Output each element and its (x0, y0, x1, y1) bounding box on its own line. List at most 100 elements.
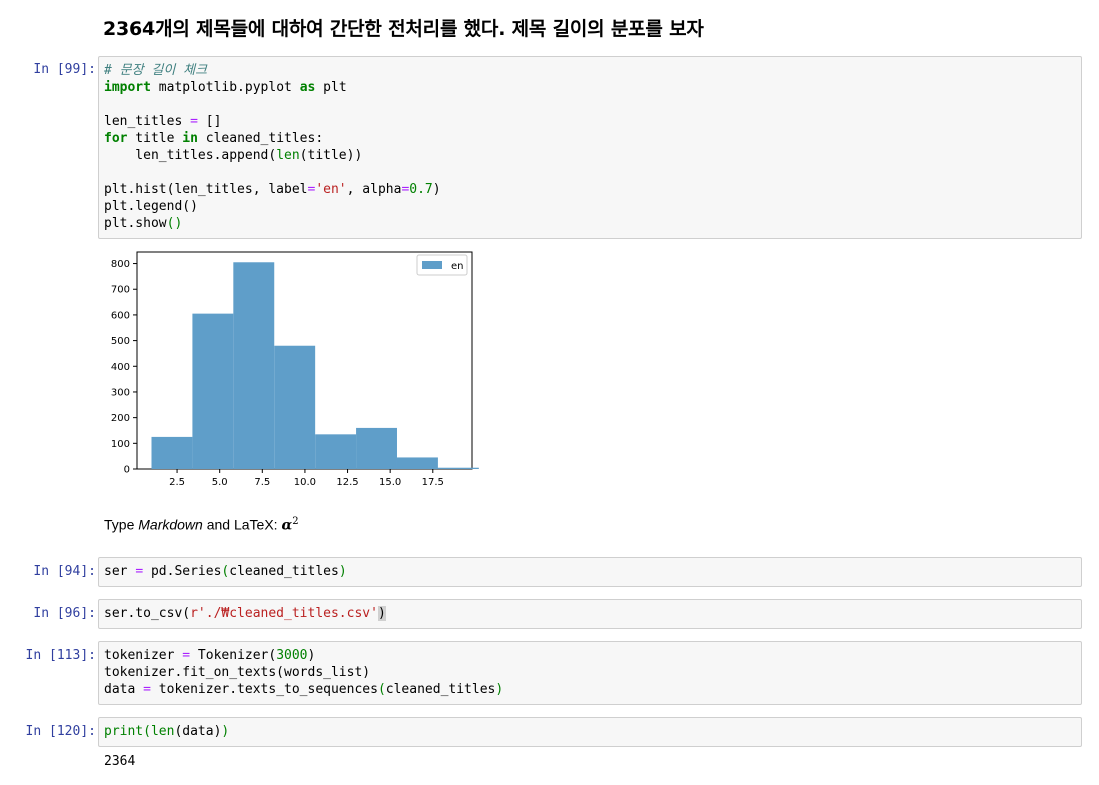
code-token: = (401, 182, 410, 197)
legend-label: en (451, 261, 464, 272)
code-line: ser.to_csv(r'./₩cleaned_titles.csv') (104, 605, 1076, 622)
code-token: Tokenizer( (190, 648, 277, 663)
markdown-middle: and LaTeX: (202, 516, 282, 533)
code-token: for (104, 131, 128, 146)
cell-prompt-94: In [94]: (33, 564, 96, 579)
code-token: 3000 (276, 648, 308, 663)
code-cell-120[interactable]: print(len(data)) (98, 717, 1082, 747)
code-token: matplotlib.pyplot (150, 80, 300, 95)
code-line: plt.hist(len_titles, label='en', alpha=0… (104, 181, 1076, 198)
cell-output: 2364 (104, 754, 136, 769)
code-token: ser (104, 564, 136, 579)
x-axis: 2.5 5.0 7.5 10.0 12.5 15.0 17.5 (169, 469, 444, 488)
code-line (104, 96, 1076, 113)
code-cell-96[interactable]: ser.to_csv(r'./₩cleaned_titles.csv') (98, 599, 1082, 629)
histogram-bar (437, 467, 479, 469)
markdown-heading: 2364개의 제목들에 대하여 간단한 전처리를 했다. 제목 길이의 분포를 … (103, 18, 704, 40)
code-token: # 문장 길이 체크 (104, 63, 208, 78)
markdown-cell[interactable]: Type Markdown and LaTeX: α2 (104, 516, 299, 534)
cell-prompt-113: In [113]: (25, 648, 96, 663)
histogram-chart: 0 100 200 300 400 500 600 700 800 2.5 5.0 7.5 10.0 1… (111, 251, 479, 488)
y-tick-label: 800 (111, 259, 130, 270)
y-axis: 0 100 200 300 400 500 600 700 800 (111, 259, 137, 476)
code-token: len_titles (104, 114, 191, 129)
code-line: ser = pd.Series(cleaned_titles) (104, 563, 1076, 580)
histogram-bar (274, 345, 316, 469)
code-token: = (143, 682, 151, 697)
code-token: ) (307, 648, 316, 663)
code-token: ( (143, 724, 151, 739)
code-token: data (104, 682, 144, 697)
y-tick-label: 400 (111, 362, 130, 373)
code-line (104, 164, 1076, 181)
code-token: len_titles.append( (104, 148, 277, 163)
x-tick-label: 5.0 (212, 477, 228, 488)
y-tick-label: 200 (111, 413, 130, 424)
x-tick-label: 15.0 (379, 477, 401, 488)
code-line: for title in cleaned_titles: (104, 130, 1076, 147)
code-token: plt.hist(len_titles, label (104, 182, 308, 197)
histogram-bar (396, 457, 438, 469)
histogram-bar (315, 434, 357, 469)
code-token: tokenizer.texts_to_sequences (150, 682, 378, 697)
code-line: plt.legend() (104, 198, 1076, 215)
code-token: [] (197, 114, 222, 129)
code-cell-94[interactable]: ser = pd.Series(cleaned_titles) (98, 557, 1082, 587)
code-token: plt (315, 80, 347, 95)
math-alpha: α (281, 517, 293, 534)
code-line: tokenizer = Tokenizer(3000) (104, 647, 1076, 664)
cell-prompt-120: In [120]: (25, 724, 96, 739)
code-token: 0.7 (409, 182, 433, 197)
code-token: = (182, 648, 191, 663)
code-line: len_titles.append(len(title)) (104, 147, 1076, 164)
x-tick-label: 12.5 (336, 477, 358, 488)
code-token: r'./₩cleaned_titles.csv' (190, 606, 378, 621)
code-token: plt.legend() (104, 199, 198, 214)
code-token: = (135, 564, 144, 579)
code-token: title (127, 131, 183, 146)
code-token: print (104, 724, 144, 739)
code-token: ) (221, 724, 230, 739)
math-sup: 2 (292, 516, 299, 527)
y-tick-label: 0 (124, 465, 130, 476)
code-line: print(len(data)) (104, 723, 1076, 740)
code-token: cleaned_titles: (197, 131, 324, 146)
histogram-bar (233, 262, 275, 469)
code-token: tokenizer (104, 648, 183, 663)
markdown-prefix: Type (104, 516, 139, 533)
x-tick-label: 7.5 (254, 477, 270, 488)
y-tick-label: 500 (111, 336, 130, 347)
code-token: ser.to_csv( (104, 606, 191, 621)
code-token: ( (221, 564, 230, 579)
histogram-bars (151, 262, 479, 469)
code-cell-99[interactable]: # 문장 길이 체크 import matplotlib.pyplot as pl… (98, 56, 1082, 239)
legend: en (416, 254, 468, 276)
y-tick-label: 600 (111, 310, 130, 321)
markdown-emph: Markdown (138, 516, 203, 533)
code-token: pd.Series (143, 564, 222, 579)
code-token: ) (495, 682, 504, 697)
code-token: in (182, 131, 198, 146)
legend-swatch (422, 261, 442, 269)
code-token: import (104, 80, 151, 95)
y-tick-label: 700 (111, 285, 130, 296)
code-token: (data) (174, 724, 222, 739)
code-line: plt.show() (104, 215, 1076, 232)
code-token: ) (338, 564, 347, 579)
x-tick-label: 17.5 (422, 477, 444, 488)
code-line: len_titles = [] (104, 113, 1076, 130)
code-line: # 문장 길이 체크 (104, 62, 1076, 79)
y-tick-label: 100 (111, 439, 130, 450)
code-token: plt.show (104, 216, 167, 231)
code-token: , alpha (346, 182, 402, 197)
code-cell-113[interactable]: tokenizer = Tokenizer(3000) tokenizer.fit… (98, 641, 1082, 705)
code-line: data = tokenizer.texts_to_sequences(clea… (104, 681, 1076, 698)
code-line: tokenizer.fit_on_texts(words_list) (104, 664, 1076, 681)
code-token: tokenizer.fit_on_texts(words_list) (104, 665, 371, 680)
cell-prompt-99: In [99]: (33, 62, 96, 77)
code-token: 'en' (315, 182, 347, 197)
code-token: () (166, 216, 183, 231)
code-token: ) (432, 182, 441, 197)
histogram-bar (192, 313, 234, 469)
histogram-bar (151, 436, 193, 469)
